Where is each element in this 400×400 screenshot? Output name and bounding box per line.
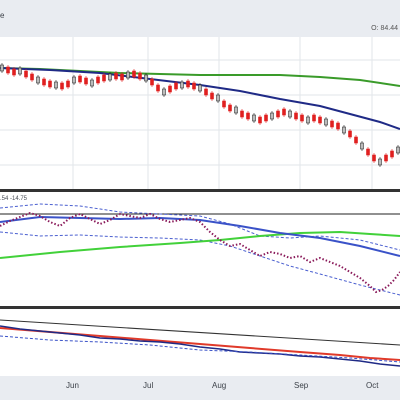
indicator-bright-green-line: [0, 230, 400, 259]
indicator-blue-line: [0, 215, 400, 257]
date-label-jun: Jun: [66, 381, 79, 390]
lower-trend-line: [0, 319, 400, 346]
lower-dashed-line: [0, 335, 400, 363]
price-grid: [0, 37, 400, 189]
indicator-dashed-upper: [0, 203, 400, 251]
date-label-sep: Sep: [294, 381, 309, 390]
date-label-aug: Aug: [212, 381, 227, 390]
panel-divider-2: [0, 306, 400, 309]
indicator-label: .54 -14.75: [0, 196, 28, 202]
date-label-jul: Jul: [143, 381, 154, 390]
indicator-dotted-line: [0, 211, 400, 294]
ma-navy-line: [0, 67, 400, 130]
lower-panel: [0, 309, 400, 376]
price-panel: [0, 37, 400, 189]
candlesticks: [0, 63, 400, 167]
indicator-dashed-lower: [0, 231, 400, 296]
ohlc-readout: O: 84.44: [371, 25, 398, 32]
chart-title-fragment: e: [0, 11, 5, 20]
date-label-oct: Oct: [366, 381, 379, 390]
date-axis-bg: [0, 376, 400, 400]
panel-divider: [0, 189, 400, 192]
indicator-panel: [0, 192, 400, 306]
rsi-dotted-polyline: [0, 211, 400, 294]
lower-blue-line: [0, 325, 400, 367]
